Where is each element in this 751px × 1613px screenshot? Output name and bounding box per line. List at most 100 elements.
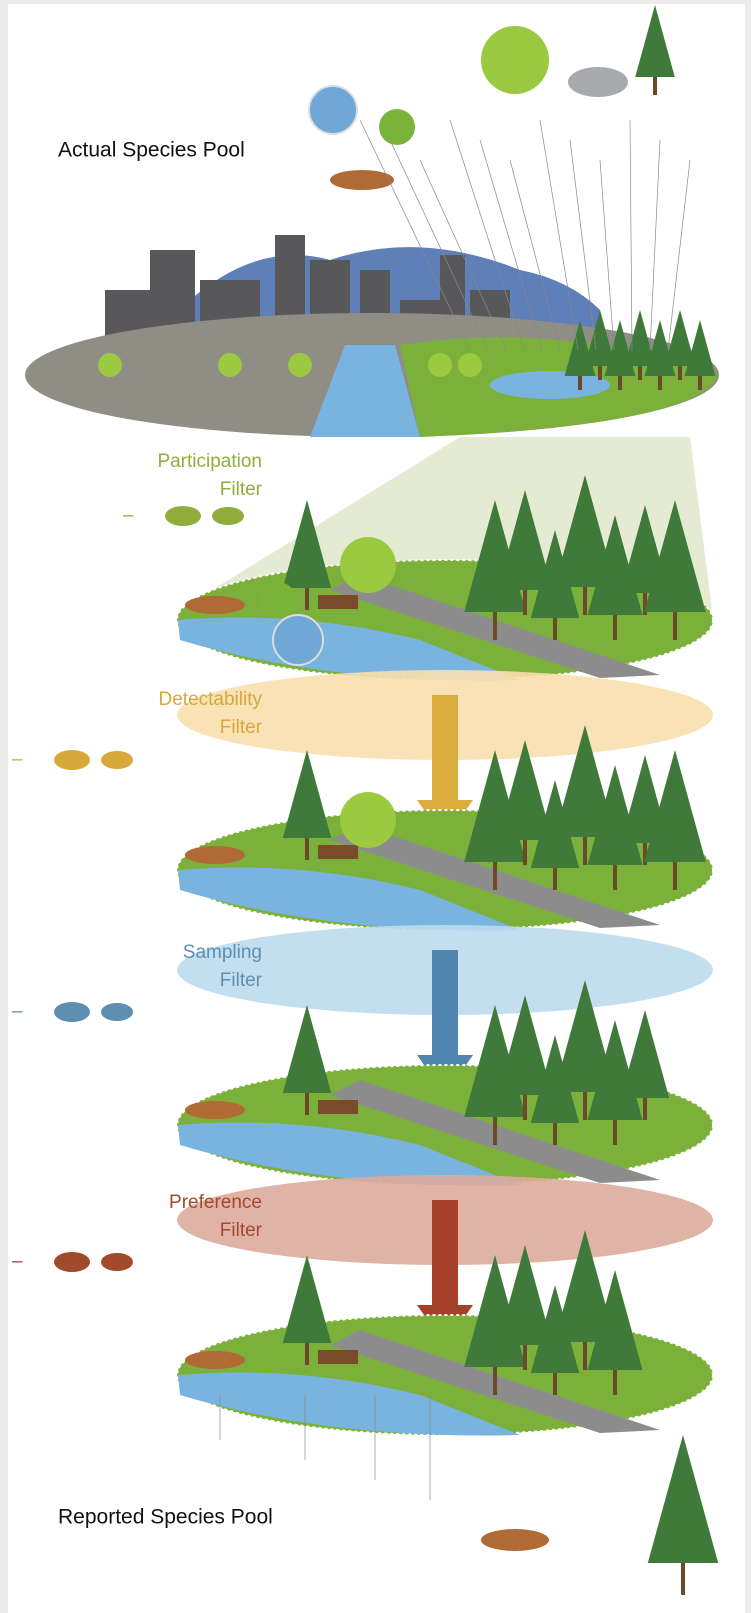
trunk <box>305 832 309 860</box>
trunk <box>553 612 557 640</box>
coyote <box>481 1529 549 1551</box>
leader-line <box>539 119 579 351</box>
trunk <box>643 1092 647 1120</box>
deciduous-tree <box>458 353 482 377</box>
deciduous-tree <box>218 353 242 377</box>
trunk <box>673 605 677 640</box>
coyote <box>185 1101 245 1119</box>
removed-species <box>54 750 90 770</box>
leader-line <box>667 159 691 351</box>
bench <box>318 1350 358 1364</box>
bench <box>318 1100 358 1114</box>
conifer <box>282 1255 332 1343</box>
filter-label: Filter <box>220 1220 263 1241</box>
trunk <box>305 1087 309 1115</box>
filter-label: Preference <box>169 1192 262 1213</box>
conifer <box>554 475 616 587</box>
conifer <box>554 725 616 837</box>
trunk <box>305 582 309 610</box>
insect-badge <box>272 614 324 666</box>
trunk <box>493 855 497 890</box>
deciduous-tree <box>379 109 415 145</box>
leader-line <box>449 119 525 351</box>
conifer <box>497 740 553 840</box>
conifer <box>647 1435 719 1563</box>
conifer <box>644 750 706 862</box>
conifer <box>554 1230 616 1342</box>
conifer <box>497 995 553 1095</box>
trunk <box>613 608 617 640</box>
deciduous-tree <box>340 537 396 593</box>
conifer <box>497 490 553 590</box>
leader-line <box>359 119 471 351</box>
trunk <box>681 1555 685 1595</box>
deciduous-tree <box>481 26 549 94</box>
leader-line <box>569 139 597 351</box>
insect-badge <box>308 85 358 135</box>
trunk <box>673 855 677 890</box>
trunk <box>523 1338 527 1370</box>
conifer <box>530 1285 580 1373</box>
conifer <box>554 980 616 1092</box>
filter-arrow <box>417 950 473 1095</box>
conifer <box>282 1005 332 1093</box>
leader-line <box>629 119 633 351</box>
trunk <box>598 362 602 380</box>
trunk <box>583 830 587 865</box>
filter-label: Participation <box>157 451 262 472</box>
conifer <box>584 310 616 366</box>
trunk <box>658 372 662 390</box>
conifer <box>620 1010 670 1098</box>
deciduous-tree <box>340 792 396 848</box>
conifer <box>664 310 696 366</box>
leader-line <box>419 159 507 351</box>
filter-label: Detectability <box>159 689 263 710</box>
conifer <box>530 530 580 618</box>
trunk <box>613 1113 617 1145</box>
removed-species <box>54 1252 90 1272</box>
filter-arrow <box>417 695 473 840</box>
lake <box>178 617 520 681</box>
lake <box>178 1372 520 1436</box>
trunk <box>578 372 582 390</box>
coyote <box>185 846 245 864</box>
removed-species <box>101 1003 133 1021</box>
bench <box>318 845 358 859</box>
removed-species <box>54 1002 90 1022</box>
deciduous-tree <box>260 582 296 618</box>
trunk <box>643 837 647 865</box>
trunk <box>613 858 617 890</box>
raccoon <box>568 67 628 97</box>
trunk <box>583 1335 587 1370</box>
filter-sign: – <box>12 1001 23 1022</box>
leader-line <box>479 139 543 351</box>
trunk <box>553 1117 557 1145</box>
bench <box>318 595 358 609</box>
leader-line <box>599 159 615 351</box>
filter-label: Filter <box>220 479 263 500</box>
leader-line <box>649 139 661 351</box>
coyote <box>185 1351 245 1369</box>
trunk <box>523 1088 527 1120</box>
filter-label: Filter <box>220 970 263 991</box>
conifer <box>282 750 332 838</box>
removed-species <box>165 506 201 526</box>
removed-species <box>101 1253 133 1271</box>
filter-arrow <box>417 1200 473 1345</box>
conifer <box>530 1035 580 1123</box>
layers: Participation Filter – Detectability Filter –… <box>12 5 719 1595</box>
trunk <box>493 605 497 640</box>
lake <box>178 867 520 931</box>
trunk <box>618 372 622 390</box>
deciduous-tree <box>428 353 452 377</box>
deciduous-tree <box>288 353 312 377</box>
river <box>310 345 420 437</box>
trunk <box>698 372 702 390</box>
filter-sign: – <box>12 1251 23 1272</box>
trunk <box>553 1367 557 1395</box>
trunk <box>553 862 557 890</box>
conifer <box>635 5 675 77</box>
removed-species <box>101 751 133 769</box>
leader-line <box>389 139 489 351</box>
